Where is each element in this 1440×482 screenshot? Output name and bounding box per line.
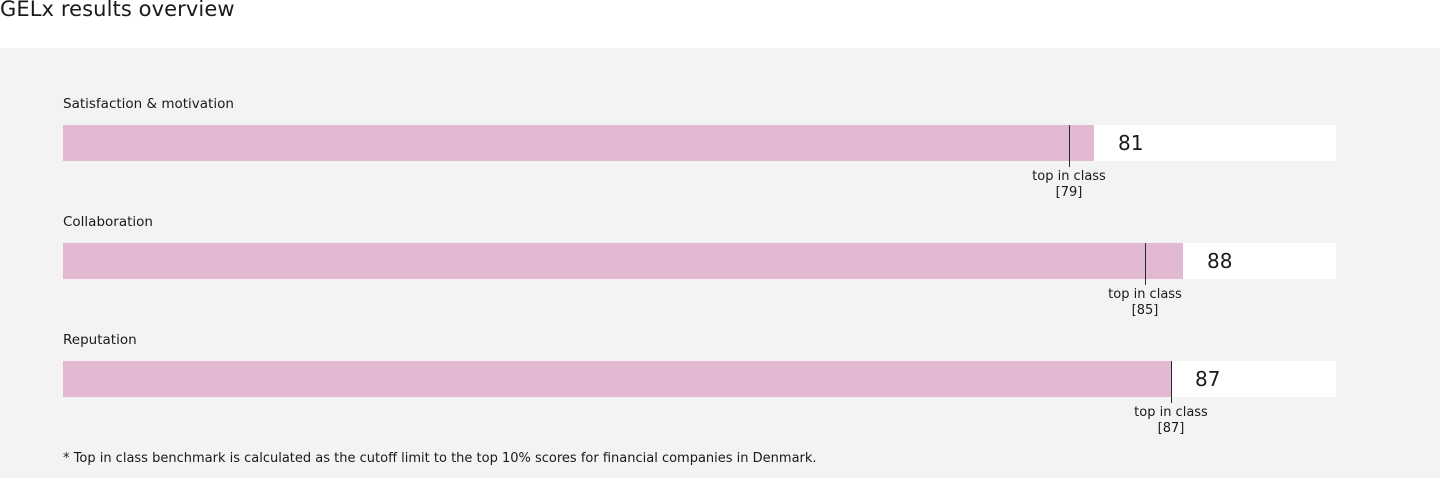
benchmark-value: [87]	[1157, 421, 1185, 436]
bar-track: 87	[63, 361, 1336, 397]
footnote: * Top in class benchmark is calculated a…	[63, 451, 817, 466]
benchmark-annotation: top in class [85]	[1085, 287, 1205, 319]
score-value: 81	[1118, 131, 1144, 155]
score-bar	[63, 125, 1094, 161]
score-bar	[63, 243, 1183, 279]
benchmark-label: top in class	[1032, 169, 1106, 184]
page-title: GELx results overview	[0, 0, 235, 21]
metric-row: Satisfaction & motivation 81 top in class[…	[63, 96, 1336, 206]
score-value: 87	[1195, 367, 1221, 391]
benchmark-annotation: top in class [79]	[1009, 169, 1129, 201]
benchmark-value: [85]	[1131, 303, 1159, 318]
benchmark-label: top in class	[1108, 287, 1182, 302]
benchmark-marker	[1171, 361, 1172, 403]
bar-track: 88	[63, 243, 1336, 279]
bar-track: 81	[63, 125, 1336, 161]
metric-row: Reputation 87 top in class [87]	[63, 332, 1336, 442]
metric-label: Reputation	[63, 332, 137, 348]
benchmark-label: top in class	[1134, 405, 1208, 420]
score-value: 88	[1207, 249, 1233, 273]
benchmark-marker	[1145, 243, 1146, 285]
benchmark-value: [79]	[1055, 185, 1083, 200]
metric-label: Satisfaction & motivation	[63, 96, 234, 112]
results-panel: Satisfaction & motivation 81 top in class[…	[0, 48, 1440, 478]
benchmark-annotation: top in class [87]	[1111, 405, 1231, 437]
metric-label: Collaboration	[63, 214, 153, 230]
metric-row: Collaboration 88 top in class [85]	[63, 214, 1336, 324]
score-bar	[63, 361, 1171, 397]
benchmark-marker	[1069, 125, 1070, 167]
